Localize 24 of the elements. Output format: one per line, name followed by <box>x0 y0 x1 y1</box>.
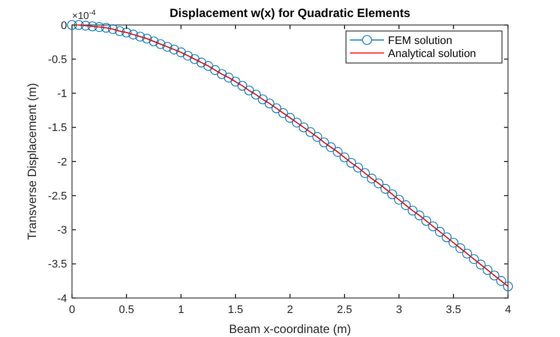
y-tick-label: -2 <box>57 156 67 168</box>
y-tick-label: -3.5 <box>48 258 67 271</box>
x-tick-label: 2.5 <box>336 304 352 316</box>
y-tick-label: 0 <box>60 20 67 32</box>
x-tick-label: 0.5 <box>118 304 134 316</box>
x-tick-label: 1.5 <box>228 304 244 316</box>
legend-label: FEM solution <box>388 34 452 47</box>
x-tick-label: 1 <box>178 304 184 316</box>
y-tick-label: -0.5 <box>48 54 67 66</box>
y-tick-label: -2.5 <box>48 190 67 202</box>
x-tick-label: 4 <box>504 304 512 316</box>
y-tick-label: -4 <box>57 292 67 305</box>
x-tick-label: 3.5 <box>446 304 462 316</box>
text: ×10$^{-4}$ <box>72 8 96 22</box>
x-tick-label: 2 <box>286 304 294 316</box>
y-tick-label: -3 <box>57 224 67 237</box>
y-tick-label: -1 <box>57 88 67 100</box>
y-tick-label: -1.5 <box>48 122 67 134</box>
chart-title: Displacement w(x) for Quadratic Elements <box>170 6 411 20</box>
x-tick-label: 0 <box>68 304 76 316</box>
x-axis-title: Beam x-coordinate (m) <box>228 322 352 336</box>
legend-label: Analytical solution <box>388 48 476 60</box>
x-tick-label: 3 <box>396 304 402 316</box>
y-axis-title: Transverse Displacement (m) <box>25 83 39 240</box>
